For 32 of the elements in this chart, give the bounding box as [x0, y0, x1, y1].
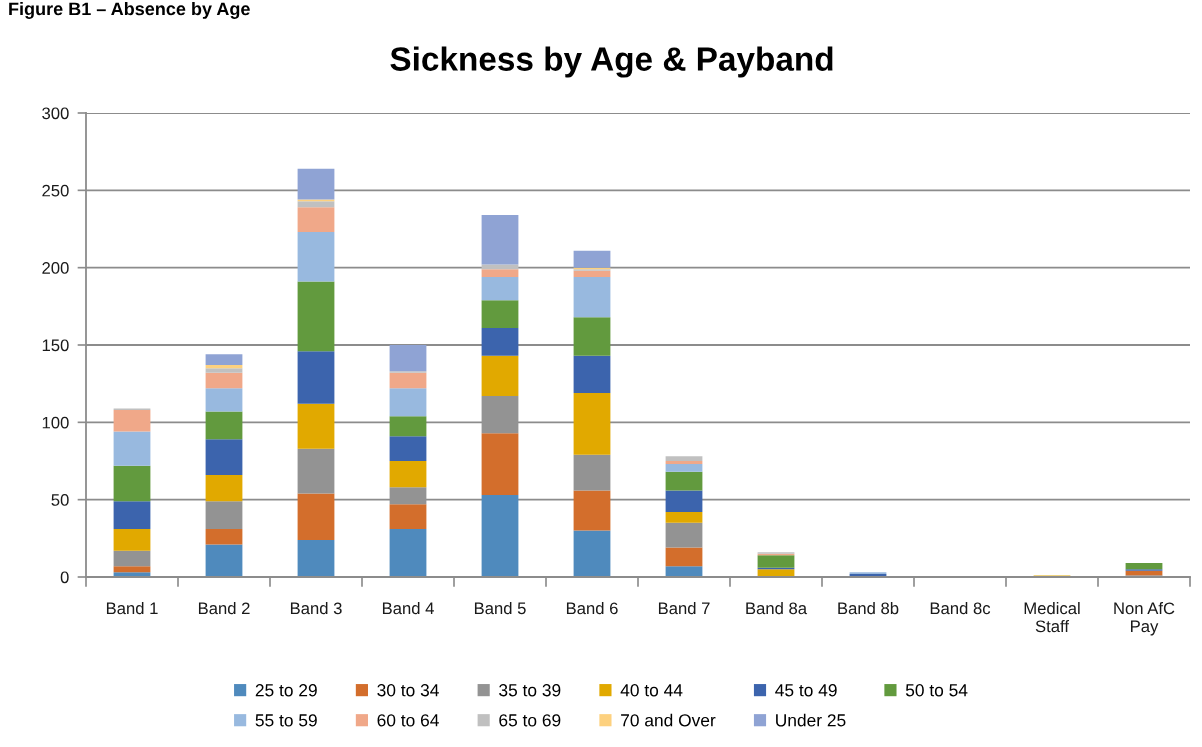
- x-tick-label: Band 2: [198, 602, 250, 615]
- legend-label: 55 to 59: [255, 714, 317, 727]
- x-tick-label: Band 5: [474, 602, 526, 615]
- legend-label: 45 to 49: [775, 684, 837, 697]
- legend-label: 40 to 44: [620, 684, 683, 697]
- chart-title: Sickness by Age & Payband: [390, 46, 833, 78]
- legend-label: 30 to 34: [377, 684, 439, 697]
- y-tick-label: 150: [42, 339, 69, 352]
- y-tick-label: 0: [60, 571, 69, 584]
- y-tick-label: 300: [42, 107, 69, 120]
- x-tick-label: Band 1: [106, 602, 158, 615]
- legend-label: 50 to 54: [905, 684, 968, 697]
- caption: Figure B1 – Absence by Age: [9, 2, 250, 19]
- y-tick-label: 100: [42, 416, 69, 429]
- y-tick-label: 250: [42, 184, 69, 197]
- x-tick-label: Band 3: [290, 602, 342, 615]
- x-tick-label: Band 4: [382, 602, 434, 615]
- y-tick-label: 200: [42, 262, 69, 274]
- x-tick-label: Band 6: [566, 602, 618, 615]
- x-tick-label: Non AfC Pay: [1114, 602, 1175, 636]
- x-tick-label: Medical Staff: [1024, 602, 1080, 633]
- y-tick-label: 50: [51, 494, 69, 506]
- legend-label: 60 to 64: [377, 714, 439, 727]
- x-tick-label: Band 8b: [838, 602, 899, 615]
- x-tick-label: Band 8c: [930, 602, 991, 615]
- x-tick-label: Band 7: [658, 602, 710, 615]
- x-tick-label: Band 8a: [746, 602, 808, 615]
- legend-label: 25 to 29: [255, 684, 317, 697]
- legend-label: 70 and Over: [621, 713, 716, 727]
- legend-label: 65 to 69: [499, 714, 561, 727]
- legend-label: Under 25: [776, 713, 846, 727]
- legend-label: 35 to 39: [499, 684, 561, 697]
